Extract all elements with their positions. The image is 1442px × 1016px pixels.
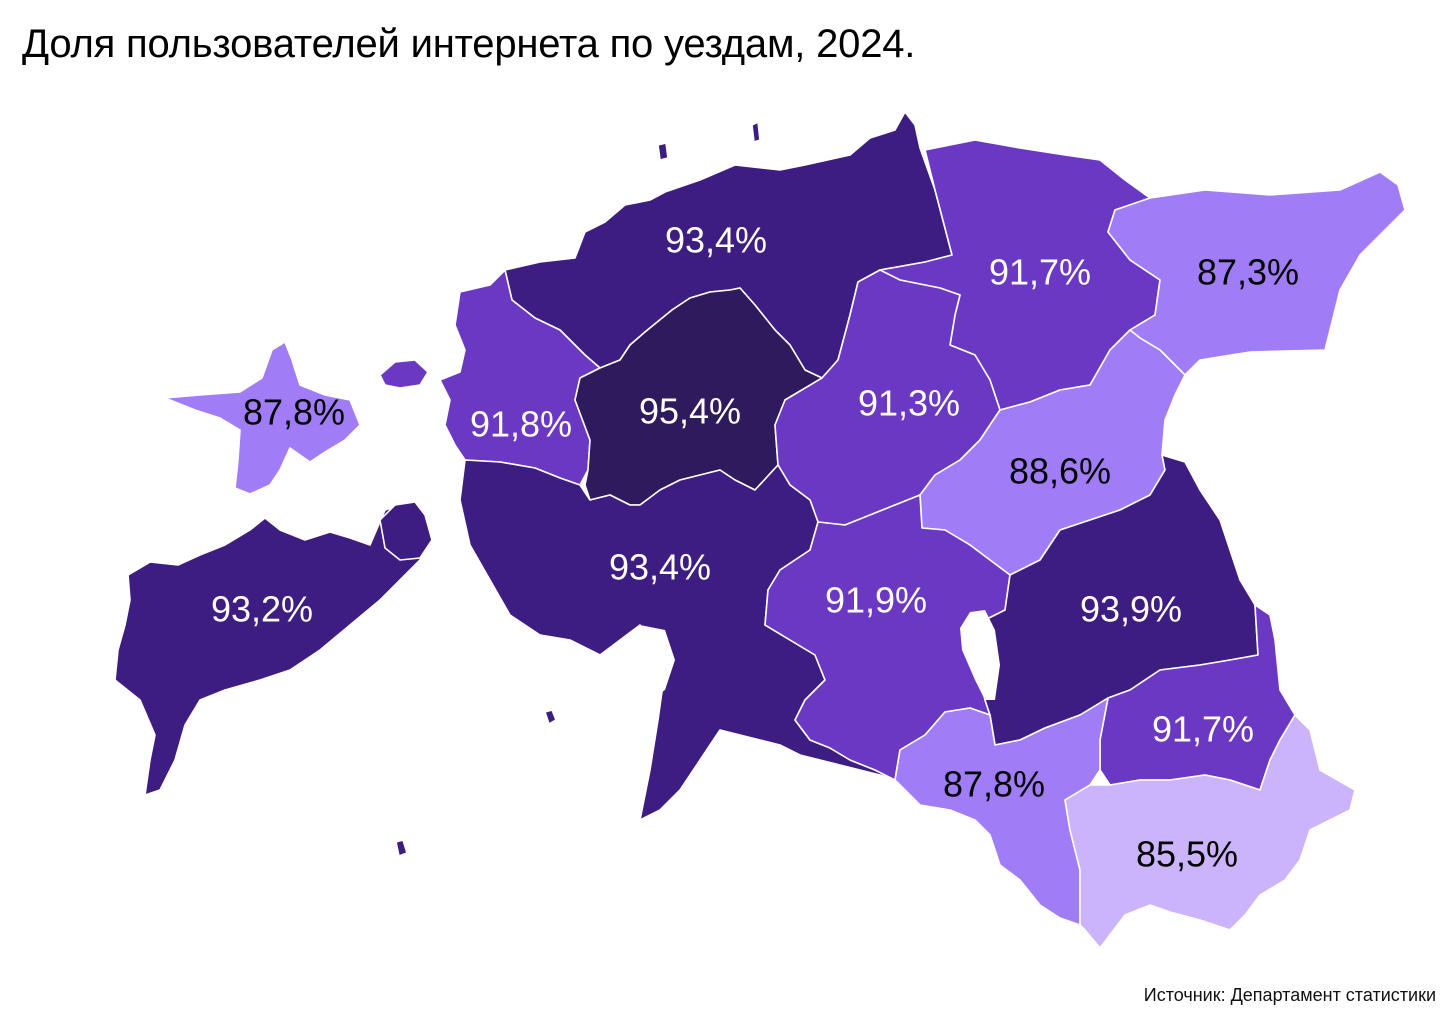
lake-vortsjarv: [960, 610, 1000, 700]
island-kihnu: [544, 709, 557, 725]
label-viljandi: 91,9%: [825, 580, 927, 621]
region-voru: [1064, 714, 1356, 949]
label-jogeva: 88,6%: [1009, 451, 1111, 492]
label-polva: 91,7%: [1152, 709, 1254, 750]
label-harju: 93,4%: [665, 220, 767, 261]
map-title: Доля пользователей интернета по уездам, …: [22, 22, 916, 66]
island-muhu: [379, 501, 433, 561]
label-voru: 85,5%: [1136, 834, 1238, 875]
label-parnu: 93,4%: [609, 547, 711, 588]
label-jarva: 91,3%: [858, 383, 960, 424]
label-ida-viru: 87,3%: [1197, 252, 1299, 293]
region-saare: [114, 501, 431, 796]
label-laane: 91,8%: [470, 404, 572, 445]
label-valga: 87,8%: [943, 764, 1045, 805]
parnu-bay: [615, 625, 675, 700]
lake-peipus: [1162, 350, 1325, 462]
source-note: Источник: Департамент статистики: [1143, 985, 1436, 1005]
label-laane-viru: 91,7%: [989, 252, 1091, 293]
label-rapla: 95,4%: [639, 391, 741, 432]
region-hiiu: [164, 341, 361, 495]
island-vormsi: [379, 359, 429, 389]
label-hiiu: 87,8%: [243, 392, 345, 433]
island-aegna: [657, 142, 669, 161]
label-saare: 93,2%: [211, 589, 313, 630]
island-ruhnu: [395, 839, 408, 857]
island-naissaar: [751, 121, 761, 143]
label-tartu: 93,9%: [1080, 589, 1182, 630]
